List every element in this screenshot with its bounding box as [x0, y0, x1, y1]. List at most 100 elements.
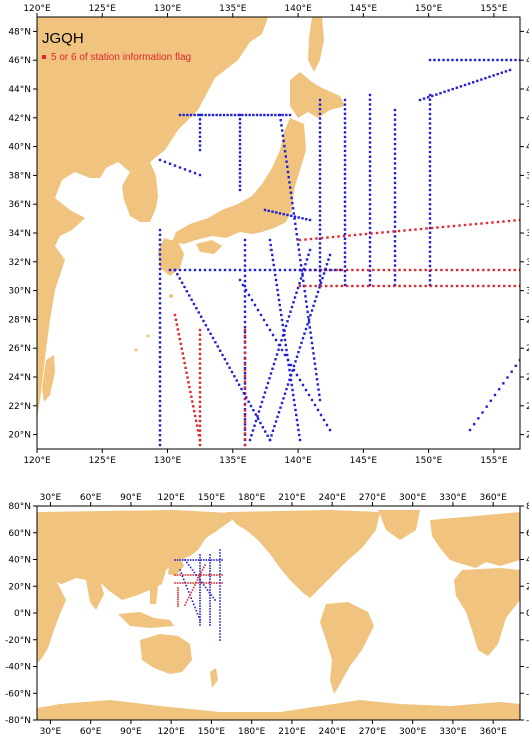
- station-point: [179, 574, 182, 576]
- station-point: [199, 602, 201, 605]
- lat-tick-label: 60°N: [8, 529, 31, 539]
- station-point: [280, 313, 283, 317]
- station-point: [286, 353, 289, 357]
- station-point: [308, 326, 312, 329]
- station-point: [238, 167, 242, 171]
- station-point: [304, 238, 307, 241]
- station-point: [187, 559, 189, 561]
- station-point: [289, 191, 293, 194]
- station-point: [484, 76, 487, 80]
- station-point: [158, 292, 162, 295]
- station-point: [158, 429, 162, 432]
- station-point: [306, 310, 309, 314]
- station-point: [393, 128, 397, 131]
- station-point: [158, 306, 162, 310]
- station-point: [209, 570, 211, 572]
- station-point: [174, 582, 176, 584]
- station-point: [183, 268, 187, 272]
- station-point: [277, 298, 281, 302]
- station-point: [318, 268, 322, 272]
- station-point: [414, 268, 417, 272]
- station-point: [158, 277, 162, 281]
- station-point: [368, 117, 372, 120]
- station-point: [304, 300, 308, 303]
- station-point: [247, 293, 251, 297]
- station-point: [202, 584, 205, 586]
- india-land: [86, 580, 104, 610]
- station-point: [471, 81, 475, 84]
- station-point: [451, 87, 454, 91]
- station-point: [182, 582, 184, 584]
- station-point: [280, 401, 284, 405]
- station-point: [393, 113, 397, 117]
- lon-tick-label: 125°E: [89, 456, 117, 466]
- station-point: [298, 346, 302, 349]
- station-point: [238, 155, 242, 158]
- station-point: [488, 75, 491, 79]
- station-point: [428, 203, 432, 206]
- station-point: [275, 353, 279, 356]
- station-point: [202, 559, 205, 561]
- station-point: [296, 423, 299, 427]
- station-point: [446, 58, 450, 62]
- lon-tick-label: 90°E: [120, 493, 142, 503]
- station-point: [223, 268, 227, 272]
- station-point: [428, 255, 432, 258]
- station-point: [295, 413, 298, 417]
- station-point: [211, 336, 215, 340]
- station-point: [243, 386, 247, 389]
- station-point: [198, 376, 202, 380]
- station-point: [195, 574, 198, 576]
- station-point: [209, 597, 211, 599]
- station-point: [382, 284, 386, 288]
- station-point: [343, 182, 347, 185]
- station-point: [393, 142, 397, 146]
- station-point: [310, 309, 314, 312]
- north-america-land: [226, 510, 380, 598]
- lat-tick-label: 38°N: [526, 171, 529, 181]
- station-point: [173, 313, 177, 317]
- station-point: [176, 273, 179, 276]
- station-point: [209, 618, 211, 621]
- station-point: [219, 615, 221, 617]
- station-point: [295, 291, 298, 294]
- station-point: [193, 171, 197, 175]
- lon-tick-label: 155°E: [480, 456, 508, 466]
- station-point: [434, 268, 438, 272]
- station-point: [168, 268, 172, 272]
- station-point: [428, 112, 432, 116]
- lat-tick-label: 22°N: [526, 402, 529, 412]
- station-point: [158, 263, 162, 266]
- station-point: [387, 284, 391, 288]
- lon-tick-label: 120°E: [157, 727, 185, 737]
- station-point: [199, 589, 201, 591]
- station-point: [243, 264, 247, 267]
- station-point: [368, 141, 372, 144]
- station-point: [368, 260, 372, 263]
- station-point: [428, 274, 432, 277]
- station-point: [368, 231, 372, 234]
- station-point: [237, 383, 241, 386]
- station-point: [187, 381, 190, 384]
- station-point: [318, 200, 322, 203]
- station-point: [318, 223, 322, 227]
- station-point: [193, 268, 197, 272]
- station-point: [209, 575, 211, 578]
- station-point: [463, 223, 467, 227]
- station-point: [158, 424, 162, 427]
- station-point: [302, 279, 305, 283]
- station-point: [268, 377, 271, 380]
- lat-tick-label: 44°N: [526, 85, 529, 95]
- station-point: [219, 567, 221, 569]
- station-point: [474, 222, 478, 226]
- station-point: [193, 113, 196, 117]
- station-point: [196, 429, 200, 432]
- station-point: [209, 610, 211, 613]
- station-point: [289, 378, 293, 382]
- station-point: [176, 574, 179, 576]
- station-point: [185, 584, 188, 587]
- station-point: [318, 214, 322, 217]
- station-point: [191, 569, 194, 571]
- station-point: [252, 409, 255, 412]
- station-point: [492, 74, 495, 77]
